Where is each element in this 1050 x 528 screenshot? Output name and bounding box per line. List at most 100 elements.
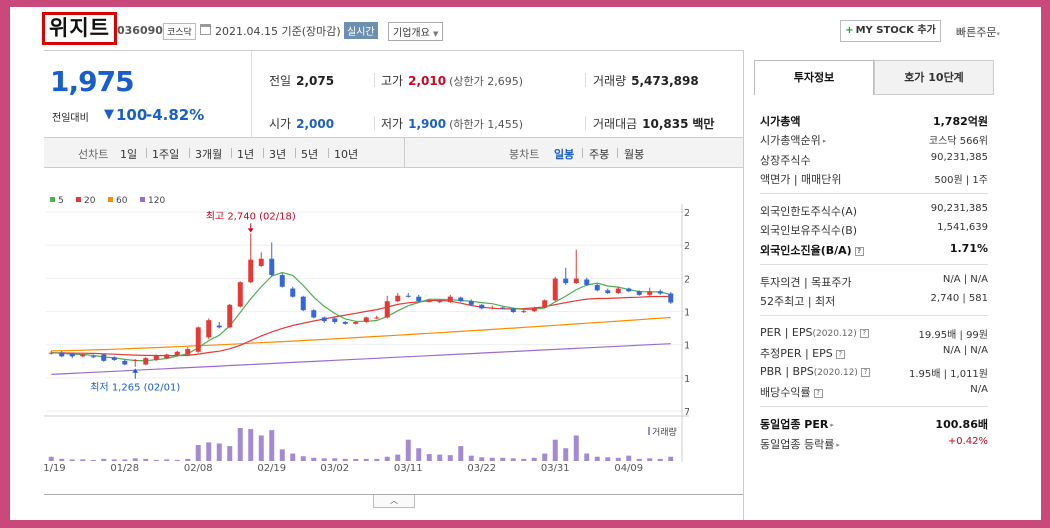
candle bbox=[216, 325, 222, 328]
ma60-line bbox=[51, 316, 671, 352]
volume-bar bbox=[132, 458, 138, 461]
pbr-row: PBR | BPS(2020.12)? 1.95배 | 1,011원 bbox=[760, 365, 988, 381]
par-row: 액면가 | 매매단위 500원 | 1주 bbox=[760, 171, 988, 187]
est-per-value: N/A | N/A bbox=[942, 345, 988, 356]
candle bbox=[584, 279, 590, 285]
candle bbox=[636, 291, 642, 295]
chevron-right-icon[interactable]: ▸ bbox=[830, 421, 834, 429]
divider bbox=[760, 193, 988, 194]
low-item: 저가 1,900 (하한가 1,455) bbox=[381, 115, 523, 132]
volume-bar bbox=[290, 453, 296, 461]
candle bbox=[447, 296, 453, 303]
period-selector: 선차트 1일 1주일 3개월 1년 3년 5년 10년 봉차트 일봉 주봉 월봉 bbox=[44, 138, 743, 168]
opinion-value: N/A | N/A bbox=[942, 274, 988, 285]
candle bbox=[300, 296, 306, 311]
volume-bar bbox=[479, 457, 485, 461]
legend-label: 20 bbox=[84, 196, 96, 206]
volume-bar bbox=[216, 443, 222, 461]
volume-bar bbox=[227, 446, 233, 461]
y-tick-label: 1,876 bbox=[684, 308, 689, 319]
help-icon[interactable]: ? bbox=[813, 389, 823, 398]
dividend-row: 배당수익률? N/A bbox=[760, 384, 988, 400]
period-5y[interactable]: 5년 bbox=[301, 148, 319, 161]
market-badge: 코스닥 bbox=[163, 23, 196, 40]
stock-page: 위지트 036090 코스닥 2021.04.15 기준(장마감) 실시간 기업… bbox=[10, 7, 1041, 520]
volume-bar bbox=[521, 458, 527, 461]
open-item: 시가 2,000 bbox=[269, 115, 334, 132]
volume-bar bbox=[90, 459, 96, 461]
amount-item: 거래대금 10,835 백만 bbox=[593, 115, 714, 132]
candle bbox=[269, 258, 275, 275]
candle bbox=[206, 320, 212, 338]
volume-bar bbox=[374, 458, 380, 461]
volume-bar bbox=[542, 453, 548, 461]
period-daily[interactable]: 일봉 bbox=[554, 148, 575, 161]
sector-change-text: 동일업종 등락률 bbox=[760, 438, 835, 451]
volume-label: 거래량 bbox=[593, 74, 627, 88]
volume-bar bbox=[122, 459, 128, 461]
help-icon[interactable]: ? bbox=[859, 329, 869, 338]
quick-order-dropdown[interactable]: 빠른주문▾ bbox=[956, 24, 1000, 40]
x-tick-label: 02/19 bbox=[257, 463, 286, 472]
volume-bar bbox=[626, 455, 632, 461]
candle bbox=[510, 308, 516, 313]
cap-rank-value: 코스닥 566위 bbox=[928, 136, 988, 147]
period-1w[interactable]: 1주일 bbox=[152, 148, 180, 161]
volume-bar bbox=[258, 435, 264, 461]
foreign-ratio-row: 외국인소진율(B/A)? 1.71% bbox=[760, 242, 988, 258]
candle bbox=[615, 288, 621, 294]
volume-bar bbox=[657, 458, 663, 461]
pbr-period: (2020.12) bbox=[813, 368, 858, 378]
tab-orderbook[interactable]: 호가 10단계 bbox=[874, 60, 994, 95]
volume-bar bbox=[594, 456, 600, 461]
realtime-button[interactable]: 실시간 bbox=[344, 22, 378, 39]
sector-per-text: 동일업종 PER bbox=[760, 418, 829, 431]
help-icon[interactable]: ? bbox=[835, 350, 845, 359]
per-period: (2020.12) bbox=[812, 329, 857, 339]
volume-bar bbox=[206, 442, 212, 461]
divider bbox=[404, 138, 405, 167]
period-1y[interactable]: 1년 bbox=[237, 148, 255, 161]
y-tick-label: 2,243 bbox=[684, 274, 689, 285]
candle bbox=[531, 307, 537, 312]
candle bbox=[458, 297, 464, 302]
help-icon[interactable]: ? bbox=[854, 247, 864, 256]
candle bbox=[395, 295, 401, 302]
tab-investment-info[interactable]: 투자정보 bbox=[754, 60, 874, 95]
x-tick-label: 03/22 bbox=[467, 463, 496, 472]
period-weekly[interactable]: 주봉 bbox=[589, 148, 610, 161]
collapse-chart-button[interactable]: ︿ bbox=[373, 495, 415, 508]
chevron-right-icon[interactable]: ▸ bbox=[822, 137, 827, 145]
candle bbox=[384, 301, 390, 318]
volume-bar bbox=[269, 430, 275, 461]
candle-chart-label: 봉차트 bbox=[509, 148, 540, 161]
period-3y[interactable]: 3년 bbox=[269, 148, 287, 161]
period-10y[interactable]: 10년 bbox=[334, 148, 359, 161]
candle bbox=[237, 282, 243, 307]
est-per-row: 추정PER | EPS? N/A | N/A bbox=[760, 345, 988, 361]
candle bbox=[657, 291, 663, 294]
period-1d[interactable]: 1일 bbox=[120, 148, 138, 161]
volume-bar bbox=[605, 457, 611, 461]
chevron-right-icon[interactable]: ▸ bbox=[836, 441, 840, 449]
divider bbox=[374, 116, 375, 130]
foreign-limit-row: 외국인한도주식수(A) 90,231,385 bbox=[760, 203, 988, 219]
add-mystock-button[interactable]: + MY STOCK 추가 bbox=[840, 20, 941, 42]
company-overview-dropdown[interactable]: 기업개요 ▼ bbox=[388, 22, 444, 41]
high-item: 고가 2,010 (상한가 2,695) bbox=[381, 72, 523, 89]
price-summary: 1,975 전일대비 ▼ 100 -4.82% 전일 2,075 고가 2,010(… bbox=[44, 50, 743, 138]
per-value: 19.95배 | 99원 bbox=[918, 330, 988, 341]
volume-bar bbox=[237, 428, 243, 461]
ma120-line bbox=[51, 343, 671, 375]
candle bbox=[185, 349, 191, 355]
candle bbox=[594, 284, 600, 291]
pbr-label: PBR | BPS(2020.12)? bbox=[760, 365, 870, 378]
period-3m[interactable]: 3개월 bbox=[195, 148, 223, 161]
period-monthly[interactable]: 월봉 bbox=[624, 148, 645, 161]
volume-bar bbox=[500, 457, 506, 461]
candle bbox=[563, 278, 569, 284]
line-chart-label: 선차트 bbox=[78, 148, 109, 161]
foreign-limit-value: 90,231,385 bbox=[930, 203, 988, 214]
x-tick-label: 03/31 bbox=[541, 463, 570, 472]
help-icon[interactable]: ? bbox=[860, 368, 870, 377]
